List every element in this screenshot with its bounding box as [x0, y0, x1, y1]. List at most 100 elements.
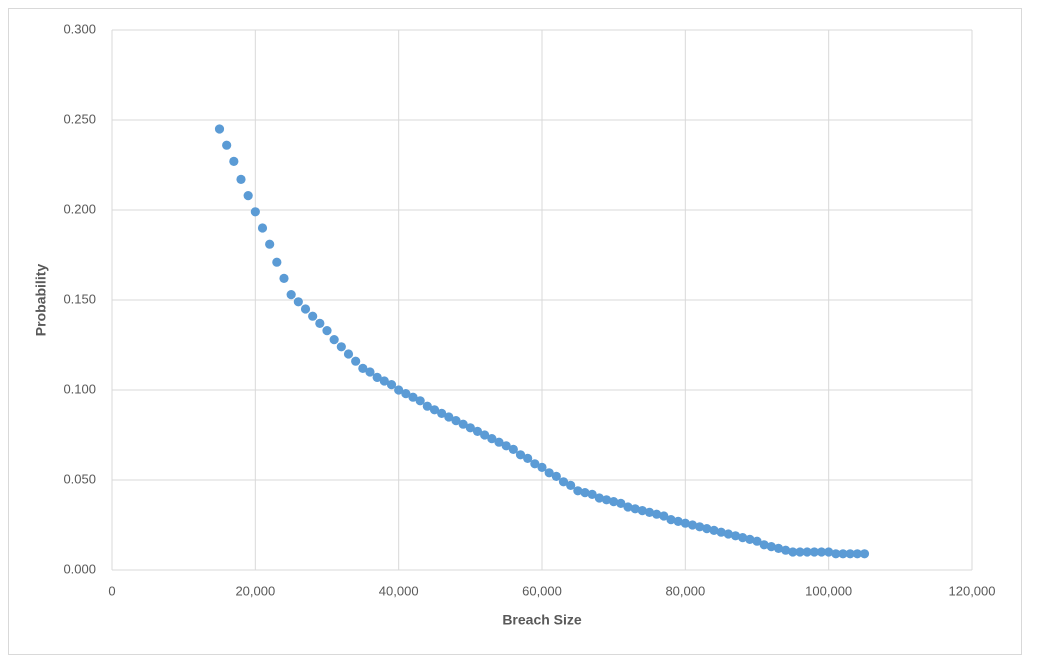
data-point: [343, 349, 354, 359]
data-point: [422, 401, 432, 411]
data-point: [437, 408, 447, 418]
data-point: [773, 543, 784, 554]
data-point: [723, 529, 733, 539]
data-point: [214, 124, 225, 134]
data-point: [530, 459, 540, 469]
data-point: [730, 531, 741, 541]
data-point: [644, 507, 655, 517]
data-point: [272, 257, 282, 267]
data-point: [573, 486, 583, 496]
data-point: [745, 534, 755, 545]
data-point: [709, 525, 719, 536]
data-point: [236, 174, 246, 184]
data-point: [487, 434, 497, 444]
data-point: [308, 311, 318, 321]
data-point: [659, 511, 669, 521]
x-axis-title: Breach Size: [502, 612, 582, 628]
data-point: [752, 536, 762, 546]
data-point: [472, 426, 483, 436]
data-point: [279, 273, 289, 283]
y-tick-label: 0.200: [63, 201, 96, 216]
data-point: [824, 547, 834, 557]
data-point: [544, 468, 554, 478]
data-point: [386, 380, 397, 390]
x-tick-label: 60,000: [522, 583, 562, 598]
data-point: [336, 342, 346, 352]
y-axis-title: Probability: [33, 264, 49, 337]
data-point: [738, 533, 748, 543]
data-point: [788, 547, 798, 557]
x-tick-label: 0: [108, 583, 115, 598]
data-point: [508, 444, 518, 454]
data-point: [322, 326, 332, 336]
data-point: [451, 416, 461, 426]
data-point: [816, 547, 827, 557]
data-point: [623, 502, 633, 512]
data-point: [408, 392, 418, 402]
data-point: [537, 462, 547, 472]
data-point: [558, 477, 569, 487]
data-point: [329, 335, 339, 345]
data-point: [616, 498, 626, 508]
data-point: [802, 547, 812, 557]
data-point: [265, 239, 275, 249]
data-point: [716, 527, 726, 537]
data-point: [580, 488, 590, 498]
data-point: [594, 493, 604, 503]
x-tick-label: 120,000: [949, 583, 996, 598]
data-point: [702, 524, 712, 534]
data-point: [609, 497, 619, 507]
data-point: [257, 223, 268, 233]
data-point: [243, 191, 253, 201]
y-tick-label: 0.050: [63, 471, 96, 486]
data-point: [394, 385, 404, 395]
data-point: [795, 547, 805, 557]
y-tick-label: 0.150: [63, 291, 96, 306]
data-point: [315, 318, 325, 328]
data-point: [229, 156, 239, 166]
data-point: [566, 480, 576, 490]
chart-frame: [8, 8, 1022, 655]
data-point: [523, 453, 533, 463]
data-point: [415, 396, 425, 406]
data-point: [494, 437, 504, 447]
data-point: [859, 549, 870, 559]
data-point: [351, 356, 361, 366]
data-point: [250, 207, 260, 217]
data-point: [458, 419, 468, 429]
x-tick-label: 20,000: [235, 583, 275, 598]
data-point: [379, 376, 389, 386]
data-point: [365, 367, 375, 377]
data-point: [637, 506, 647, 516]
data-point: [587, 489, 597, 499]
data-point: [358, 363, 368, 373]
data-point: [831, 549, 841, 559]
data-point: [515, 450, 526, 460]
data-point: [501, 441, 511, 451]
data-point: [300, 304, 311, 314]
data-point: [809, 547, 819, 557]
data-point: [444, 412, 454, 422]
data-point: [666, 515, 676, 525]
data-point: [852, 549, 862, 559]
data-point: [687, 520, 698, 530]
y-tick-label: 0.100: [63, 381, 96, 396]
data-point: [759, 540, 769, 550]
data-point: [222, 140, 232, 150]
data-point: [781, 545, 791, 555]
data-point: [845, 549, 855, 559]
x-tick-label: 100,000: [805, 583, 852, 598]
data-point: [652, 509, 662, 519]
data-point: [551, 471, 561, 481]
x-tick-label: 80,000: [665, 583, 705, 598]
data-point: [465, 423, 475, 433]
data-point: [480, 430, 490, 440]
y-tick-label: 0.000: [63, 561, 96, 576]
data-point: [695, 522, 705, 532]
data-point: [429, 405, 440, 415]
x-tick-label: 40,000: [379, 583, 419, 598]
data-point: [838, 549, 848, 559]
data-point: [630, 504, 640, 514]
data-point: [601, 495, 612, 505]
